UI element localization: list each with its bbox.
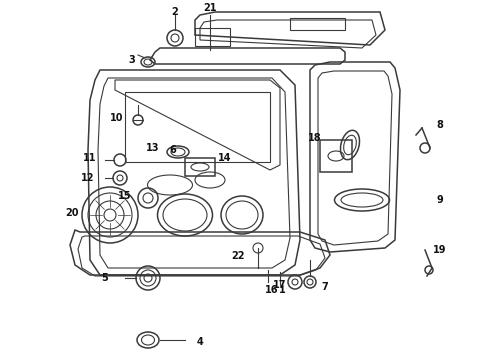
Text: 1: 1	[279, 285, 285, 295]
Text: 6: 6	[170, 145, 176, 155]
Text: 15: 15	[118, 191, 132, 201]
Text: 21: 21	[203, 3, 217, 13]
Text: 22: 22	[231, 251, 245, 261]
Text: 7: 7	[321, 282, 328, 292]
Text: 5: 5	[101, 273, 108, 283]
Text: 12: 12	[81, 173, 95, 183]
Bar	[320, 140, 352, 172]
Bar	[195, 28, 230, 46]
Text: 11: 11	[83, 153, 97, 163]
Text: 13: 13	[146, 143, 160, 153]
Bar	[185, 158, 215, 176]
Text: 14: 14	[218, 153, 232, 163]
Text: 4: 4	[196, 337, 203, 347]
Text: 9: 9	[437, 195, 443, 205]
Text: 2: 2	[172, 7, 178, 17]
Text: 16: 16	[265, 285, 279, 295]
Text: 8: 8	[437, 120, 443, 130]
Text: 19: 19	[433, 245, 447, 255]
Text: 10: 10	[110, 113, 124, 123]
Bar	[125, 92, 270, 162]
Text: 3: 3	[128, 55, 135, 65]
Bar	[290, 18, 345, 30]
Text: 17: 17	[273, 280, 287, 290]
Text: 20: 20	[65, 208, 79, 218]
Text: 18: 18	[308, 133, 322, 143]
